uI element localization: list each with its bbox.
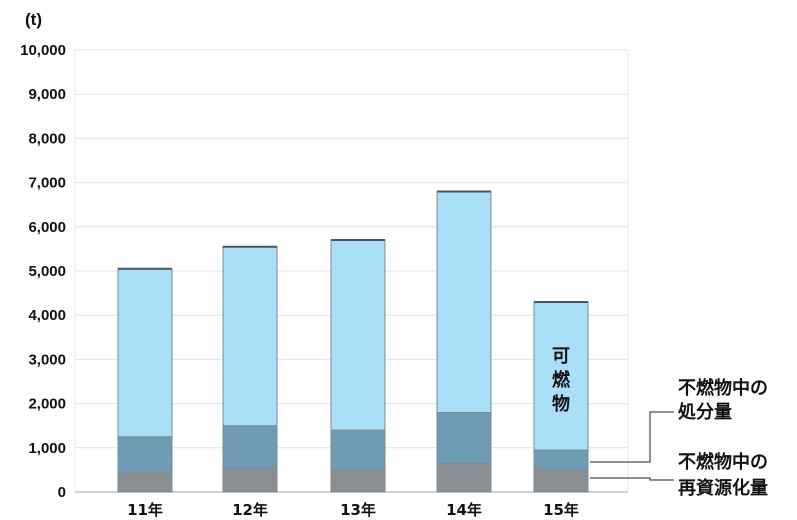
combustible-label-2: 燃 xyxy=(552,369,571,391)
y-axis-unit: (t) xyxy=(25,10,42,29)
y-tick-label: 0 xyxy=(58,484,66,501)
y-tick-label: 3,000 xyxy=(28,351,66,368)
disposal-label-line2: 処分量 xyxy=(678,401,732,423)
bar-disposal-2 xyxy=(222,425,278,469)
x-tick-label: 14年 xyxy=(446,501,482,519)
combustible-label-3: 物 xyxy=(552,393,570,415)
y-tick-label: 4,000 xyxy=(28,307,66,324)
y-tick-label: 6,000 xyxy=(28,219,66,236)
x-tick-labels: 11年 12年 13年 14年 15年 xyxy=(127,501,579,519)
disposal-label-line1: 不燃物中の xyxy=(678,377,768,399)
y-tick-labels: 0 1,000 2,000 3,000 4,000 5,000 6,000 7,000 8,00… xyxy=(20,42,66,501)
y-tick-label: 8,000 xyxy=(28,130,66,147)
y-tick-label: 9,000 xyxy=(28,86,66,103)
x-tick-label: 15年 xyxy=(543,501,579,519)
y-tick-label: 2,000 xyxy=(28,396,66,413)
y-tick-label: 1,000 xyxy=(28,440,66,457)
bar-disposal-4 xyxy=(436,411,492,464)
x-tick-label: 11年 xyxy=(127,501,163,519)
y-tick-label: 7,000 xyxy=(28,175,66,192)
bar-disposal-1 xyxy=(117,436,173,473)
bar-recycled-4 xyxy=(436,462,492,493)
bar-combustible-1 xyxy=(117,268,173,438)
bar-recycled-3 xyxy=(330,469,386,493)
recycled-label-line2: 再資源化量 xyxy=(678,477,768,499)
x-tick-label: 12年 xyxy=(232,501,268,519)
bar-combustible-5 xyxy=(533,301,589,451)
bar-combustible-4 xyxy=(436,190,492,413)
recycled-leader-line xyxy=(590,477,674,481)
combustible-label-1: 可 xyxy=(552,346,570,367)
disposal-leader-line xyxy=(590,411,674,463)
bar-disposal-5 xyxy=(533,449,589,471)
bar-recycled-1 xyxy=(117,471,173,493)
bar-disposal-3 xyxy=(330,429,386,471)
x-tick-label: 13年 xyxy=(340,501,376,519)
y-tick-label: 5,000 xyxy=(28,263,66,280)
bar-recycled-2 xyxy=(222,467,278,493)
bar-combustible-2 xyxy=(222,246,278,427)
recycled-label-line1: 不燃物中の xyxy=(678,451,768,473)
y-tick-label: 10,000 xyxy=(20,42,66,59)
bar-combustible-3 xyxy=(330,239,386,431)
bar-recycled-5 xyxy=(533,469,589,493)
bars xyxy=(117,190,589,493)
